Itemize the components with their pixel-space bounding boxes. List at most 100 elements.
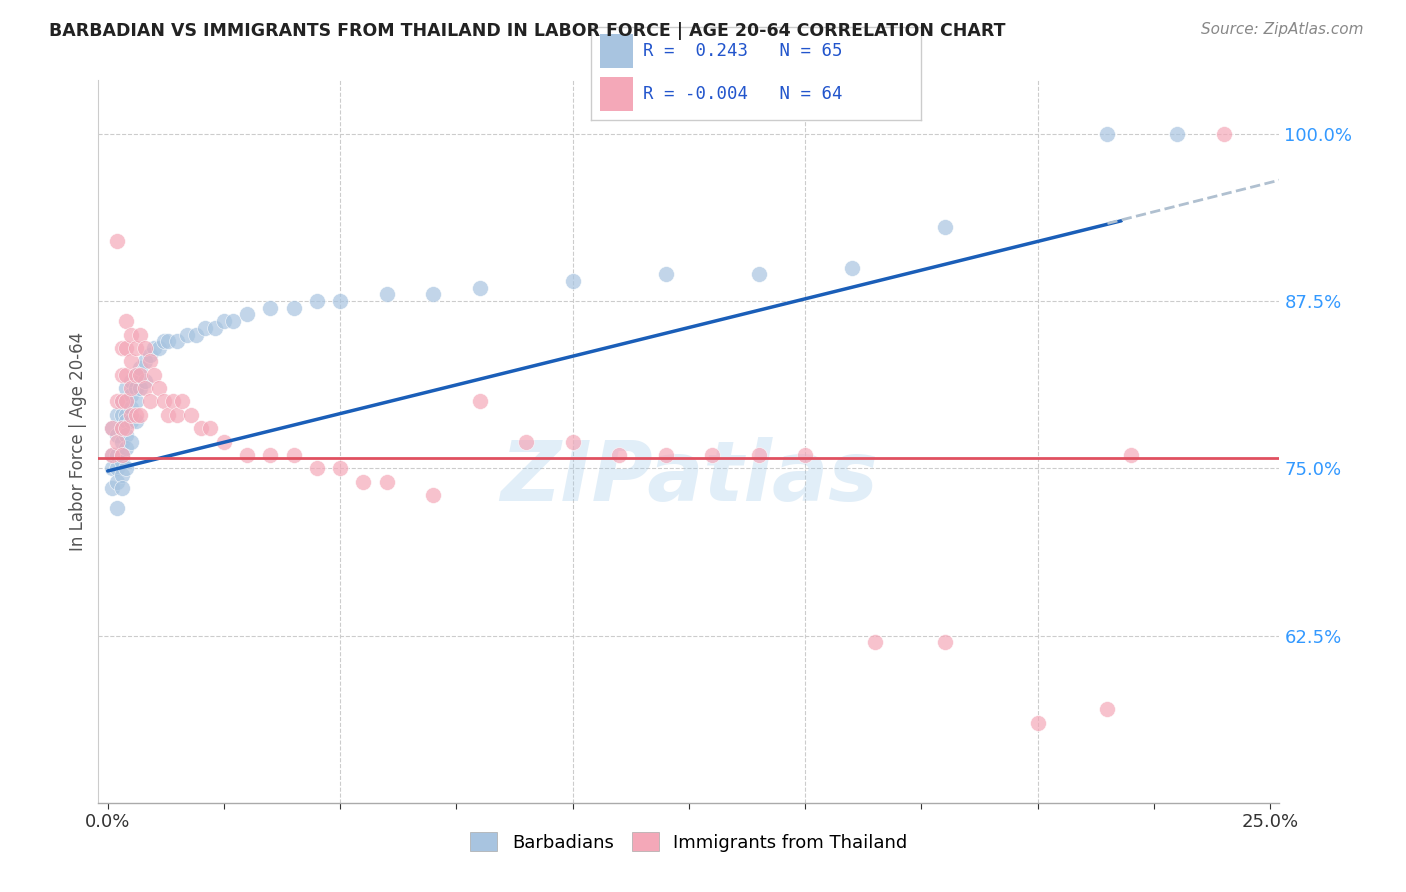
Point (111, 468, 134, 483)
Point (120, 401, 142, 416)
Point (259, 301, 281, 315)
Point (148, 381, 170, 395)
Point (259, 448, 281, 462)
Point (422, 287, 444, 301)
Point (124, 408, 146, 422)
Point (236, 308, 259, 322)
Text: ZIPatlas: ZIPatlas (501, 437, 877, 518)
Point (120, 434, 142, 449)
Point (101, 482, 124, 496)
Text: R = -0.004   N = 64: R = -0.004 N = 64 (644, 86, 842, 103)
Point (105, 448, 128, 462)
Point (143, 368, 166, 382)
Point (283, 301, 305, 315)
Point (375, 287, 398, 301)
Point (1166, 127, 1188, 141)
Point (166, 334, 188, 349)
Point (115, 341, 138, 355)
Point (124, 368, 146, 382)
Point (134, 341, 156, 355)
Point (198, 421, 221, 435)
Point (148, 341, 170, 355)
Point (748, 268, 770, 282)
Point (129, 368, 152, 382)
Point (468, 280, 491, 294)
Point (115, 421, 138, 435)
Point (934, 220, 956, 235)
Point (184, 327, 207, 342)
Point (111, 482, 134, 496)
Point (111, 455, 134, 469)
Point (129, 408, 152, 422)
Point (115, 461, 138, 475)
Point (329, 461, 352, 475)
Point (111, 421, 134, 435)
Point (115, 381, 138, 395)
Point (176, 327, 198, 342)
Point (794, 448, 817, 462)
Point (120, 408, 142, 422)
Point (115, 368, 138, 382)
Point (124, 394, 146, 409)
Point (105, 394, 128, 409)
Point (105, 475, 128, 489)
Point (283, 448, 305, 462)
Point (194, 321, 217, 335)
Point (111, 341, 134, 355)
Point (115, 408, 138, 422)
Point (115, 394, 138, 409)
Point (111, 448, 134, 462)
Point (1189, 889, 1212, 892)
Text: BARBADIAN VS IMMIGRANTS FROM THAILAND IN LABOR FORCE | AGE 20-64 CORRELATION CHA: BARBADIAN VS IMMIGRANTS FROM THAILAND IN… (49, 22, 1005, 40)
Point (105, 428, 128, 442)
Point (115, 314, 138, 328)
Point (748, 448, 770, 462)
Point (115, 428, 138, 442)
Point (305, 294, 328, 309)
Bar (600, 34, 634, 68)
Point (120, 387, 142, 401)
Point (105, 234, 128, 248)
Point (841, 260, 863, 275)
Point (105, 461, 128, 475)
Point (124, 341, 146, 355)
Point (157, 408, 180, 422)
Point (138, 354, 160, 368)
Point (1119, 448, 1142, 462)
Point (607, 448, 630, 462)
Y-axis label: In Labor Force | Age 20-64: In Labor Force | Age 20-64 (69, 332, 87, 551)
Point (702, 448, 724, 462)
Text: Source: ZipAtlas.com: Source: ZipAtlas.com (1201, 22, 1364, 37)
Point (934, 635, 956, 649)
Point (111, 421, 134, 435)
Point (422, 488, 444, 502)
Bar (600, 78, 634, 111)
Point (143, 341, 166, 355)
Point (120, 414, 142, 428)
Point (1026, 715, 1049, 730)
Point (129, 361, 152, 376)
Point (654, 448, 676, 462)
Point (212, 434, 235, 449)
Point (654, 268, 676, 282)
Point (129, 381, 152, 395)
Point (105, 408, 128, 422)
Point (111, 448, 134, 462)
Point (111, 394, 134, 409)
Point (101, 448, 124, 462)
Point (172, 394, 194, 409)
Point (115, 394, 138, 409)
Point (111, 434, 134, 449)
Point (152, 394, 174, 409)
Text: R =  0.243   N = 65: R = 0.243 N = 65 (644, 42, 842, 60)
Point (101, 421, 124, 435)
Point (212, 314, 235, 328)
Point (152, 334, 174, 349)
Point (180, 408, 202, 422)
Point (375, 475, 398, 489)
Point (111, 368, 134, 382)
Point (561, 274, 583, 288)
Point (105, 501, 128, 516)
Point (111, 408, 134, 422)
Point (101, 448, 124, 462)
